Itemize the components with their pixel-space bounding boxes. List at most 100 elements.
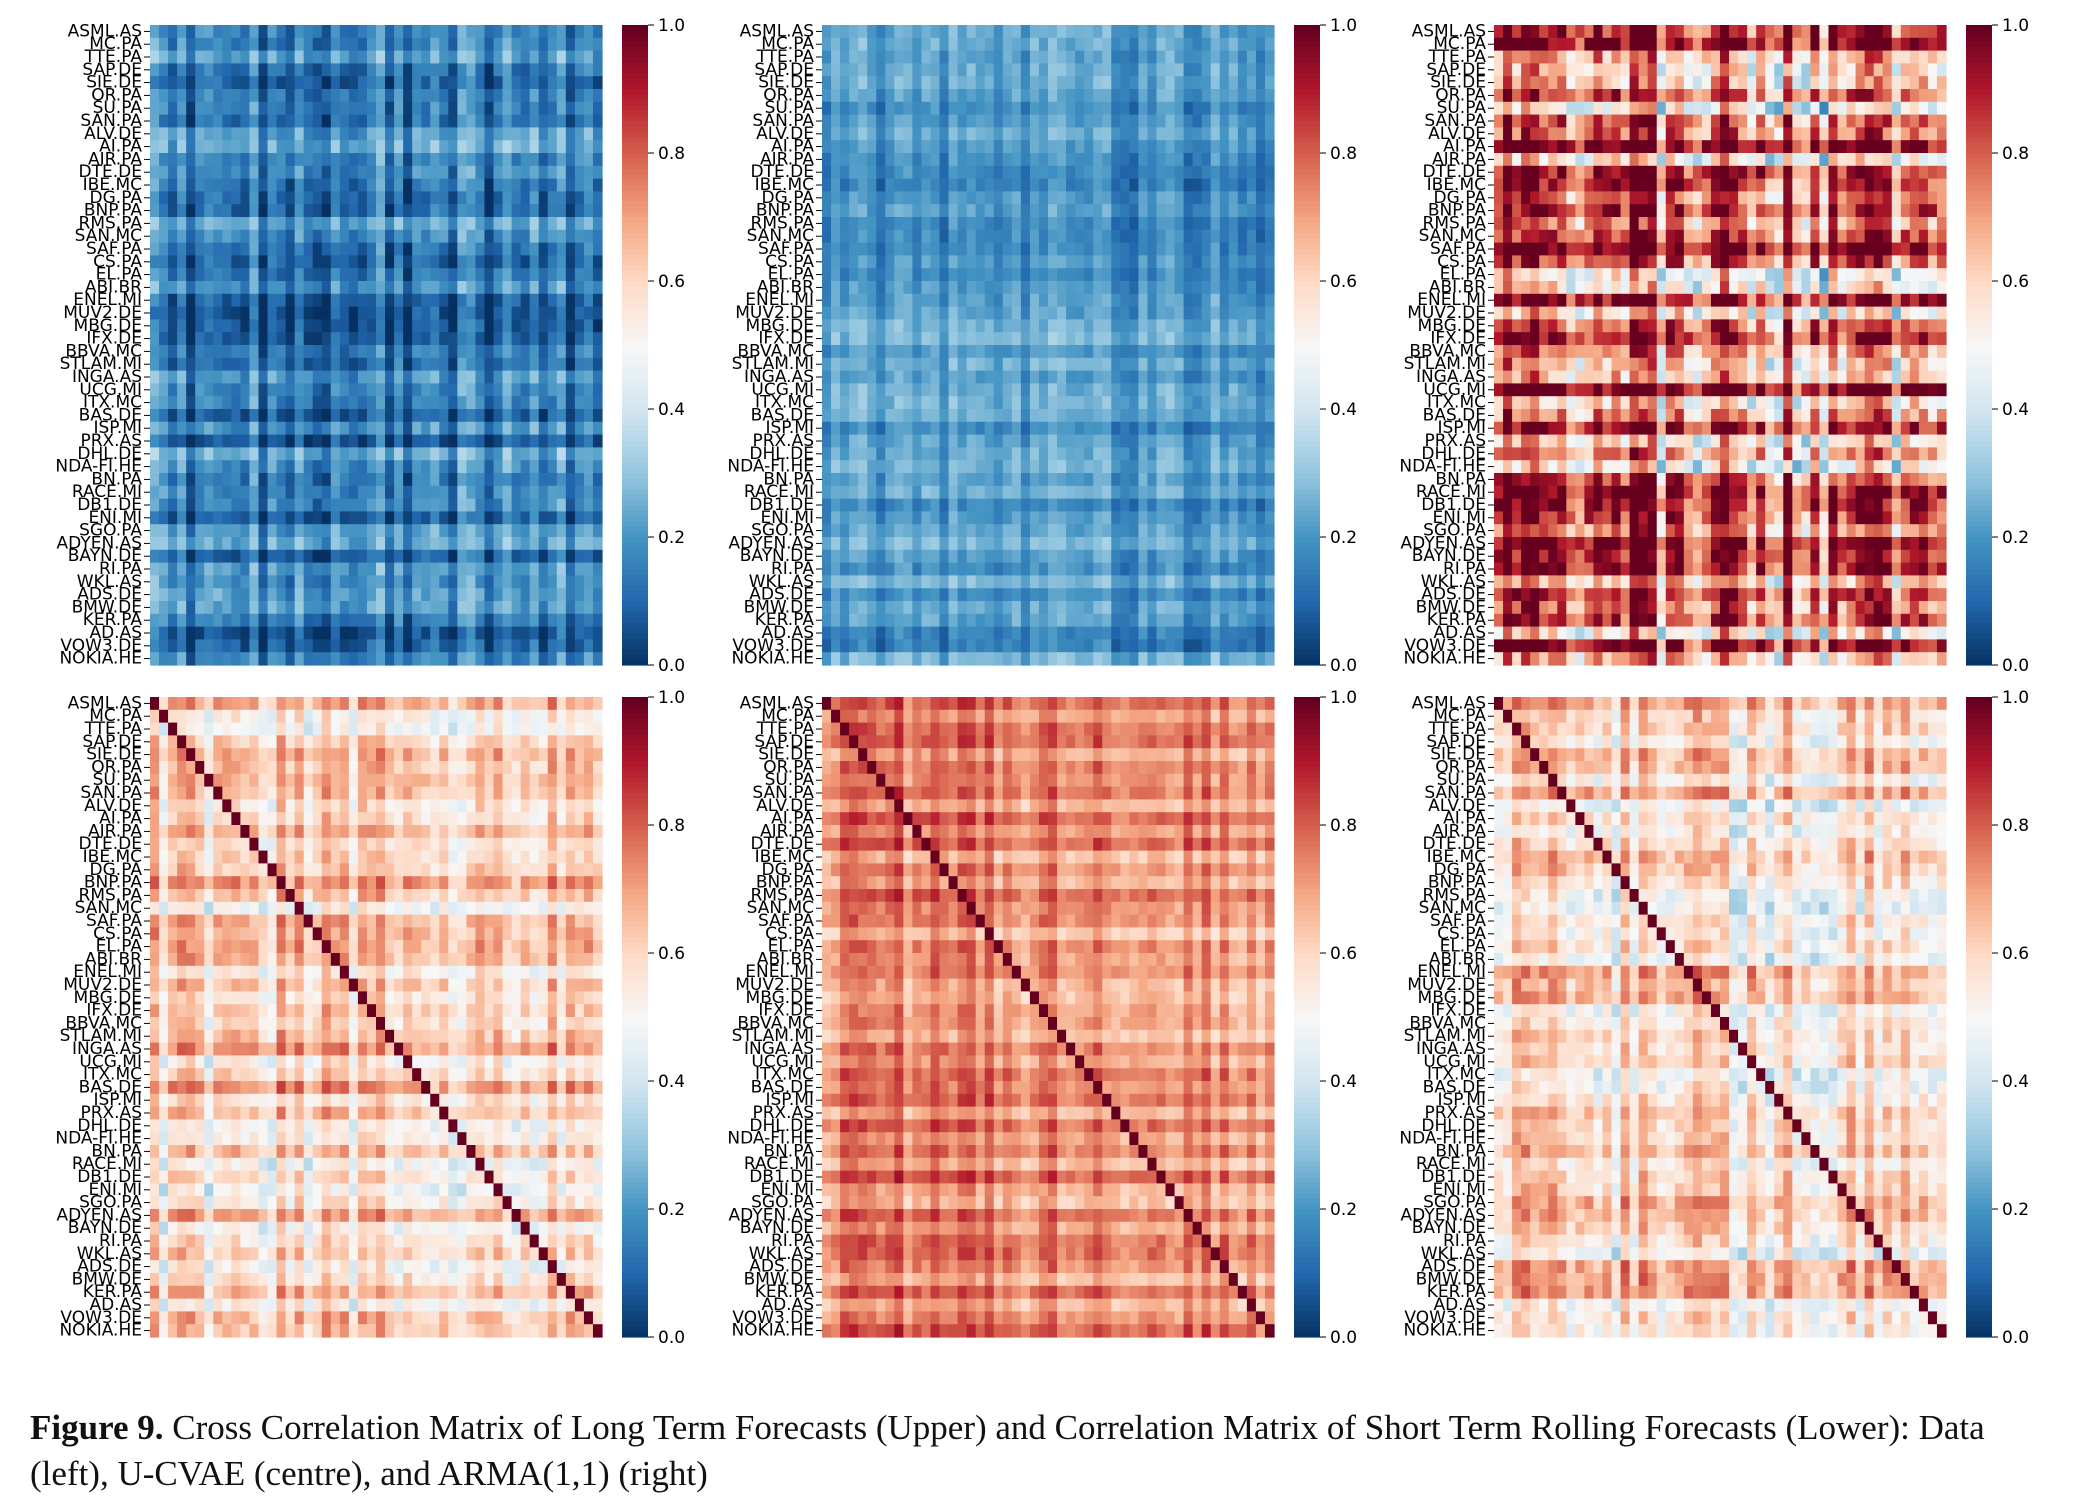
heatmap-cell xyxy=(511,562,522,576)
heatmap-cell xyxy=(858,511,868,525)
heatmap-cell xyxy=(240,626,251,640)
heatmap-cell xyxy=(231,511,241,525)
heatmap-cell xyxy=(1102,345,1112,359)
heatmap-cell xyxy=(448,178,458,192)
row-tick-label: MBG.DE xyxy=(74,316,142,336)
heatmap-cell xyxy=(1020,281,1031,295)
heatmap-cell xyxy=(1084,37,1094,52)
heatmap-cell xyxy=(330,204,341,218)
heatmap-cell xyxy=(321,626,332,640)
heatmap-cell xyxy=(939,127,950,141)
heatmap-cell xyxy=(840,76,850,90)
heatmap-cell xyxy=(948,178,959,192)
heatmap-cell xyxy=(1129,178,1139,192)
heatmap-cell xyxy=(984,281,995,295)
heatmap-cell xyxy=(412,370,422,384)
heatmap-cell xyxy=(303,421,314,436)
heatmap-cell xyxy=(430,639,440,653)
heatmap-cell xyxy=(583,460,594,474)
heatmap-cell xyxy=(1129,460,1139,474)
heatmap-cell xyxy=(885,524,895,538)
heatmap-cell xyxy=(592,613,603,628)
heatmap-cell xyxy=(867,562,877,576)
heatmap-cell xyxy=(939,357,950,372)
heatmap-cell xyxy=(1011,357,1022,372)
heatmap-cell xyxy=(159,89,169,103)
heatmap-cells xyxy=(150,25,603,666)
heatmap-cell xyxy=(822,37,832,52)
heatmap-cell xyxy=(1093,140,1103,154)
heatmap-cell xyxy=(348,357,359,372)
heatmap-cell xyxy=(321,588,332,602)
heatmap-cell xyxy=(1048,524,1058,538)
colorbar-tick-label: 1.0 xyxy=(658,16,685,36)
heatmap-cell xyxy=(159,562,169,576)
heatmap-cell xyxy=(921,229,932,244)
heatmap-cell xyxy=(1029,434,1040,448)
heatmap-cell xyxy=(831,345,841,359)
heatmap-cell xyxy=(222,319,232,333)
heatmap-cell xyxy=(385,37,395,52)
heatmap-cell xyxy=(538,370,549,384)
heatmap-cell xyxy=(547,37,558,52)
heatmap-cell xyxy=(1237,242,1248,256)
heatmap-cell xyxy=(948,114,959,128)
heatmap-cell xyxy=(366,498,377,512)
heatmap-cell xyxy=(475,178,486,192)
heatmap-cell xyxy=(511,140,522,154)
heatmap-cell xyxy=(912,140,923,154)
heatmap-cell xyxy=(966,524,977,538)
heatmap-cell xyxy=(285,434,296,448)
heatmap-cell xyxy=(1038,319,1049,333)
heatmap-cell xyxy=(574,37,585,52)
heatmap-cell xyxy=(556,498,567,512)
heatmap-cell xyxy=(168,473,178,487)
heatmap-cell xyxy=(930,242,941,256)
heatmap-cell xyxy=(1075,332,1085,346)
heatmap-cell xyxy=(1174,447,1185,461)
heatmap-cell xyxy=(1210,575,1221,589)
colorbar-segment xyxy=(622,505,648,511)
heatmap-cell xyxy=(312,511,323,525)
heatmap-cell xyxy=(520,575,531,589)
heatmap-cell xyxy=(822,89,832,103)
heatmap-cell xyxy=(894,588,904,602)
heatmap-cell xyxy=(1102,76,1112,90)
heatmap-cell xyxy=(1219,50,1230,64)
heatmap-cell xyxy=(885,89,895,103)
heatmap-cell xyxy=(430,127,440,141)
heatmap-cell xyxy=(885,63,895,77)
heatmap-cell xyxy=(1102,332,1112,346)
heatmap-cell xyxy=(258,588,269,602)
heatmap-cell xyxy=(213,25,223,39)
heatmap-cell xyxy=(448,101,458,116)
heatmap-cell xyxy=(556,409,567,423)
heatmap-cell xyxy=(321,562,332,576)
heatmap-cell xyxy=(339,575,350,589)
heatmap-cell xyxy=(475,485,486,500)
row-tick-label: DTE.DE xyxy=(79,162,142,182)
heatmap-cell xyxy=(1138,383,1149,397)
colorbar-segment xyxy=(622,579,648,586)
heatmap-cell xyxy=(858,332,868,346)
heatmap-cell xyxy=(258,332,269,346)
heatmap-cell xyxy=(1156,434,1167,448)
heatmap-cell xyxy=(1138,460,1149,474)
heatmap-cell xyxy=(448,421,458,436)
heatmap-cell xyxy=(177,242,187,256)
heatmap-cell xyxy=(1038,332,1049,346)
heatmap-cell xyxy=(294,485,305,500)
heatmap-cell xyxy=(1156,229,1167,244)
heatmap-cell xyxy=(303,229,314,244)
heatmap-cell xyxy=(285,639,296,653)
heatmap-cell xyxy=(168,242,178,256)
heatmap-cell xyxy=(1237,293,1248,308)
heatmap-cell xyxy=(1237,229,1248,244)
heatmap-cell xyxy=(592,383,603,397)
heatmap-cell xyxy=(948,485,959,500)
heatmap-cell xyxy=(204,204,214,218)
heatmap-cell xyxy=(1183,153,1194,167)
heatmap-cell xyxy=(150,37,160,52)
heatmap-cell xyxy=(366,460,377,474)
heatmap-cell xyxy=(376,524,386,538)
